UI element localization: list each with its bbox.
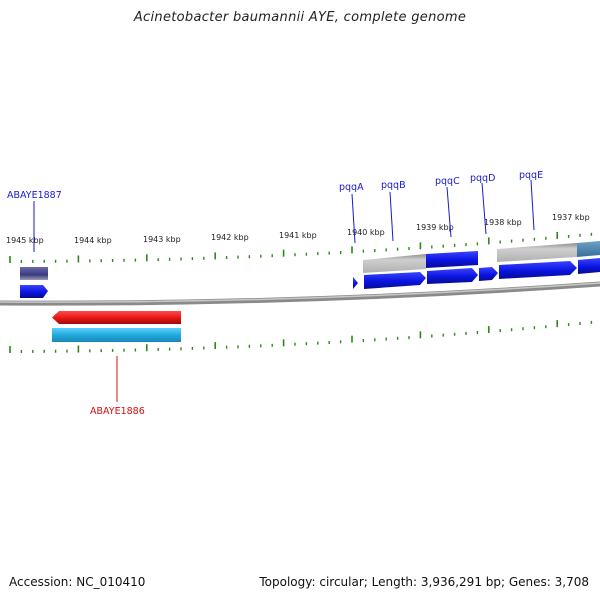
cog-block-abaye1887[interactable]: [20, 267, 48, 280]
tick-label-1941: 1941 kbp: [279, 231, 317, 240]
tick-label-1942: 1942 kbp: [211, 233, 249, 242]
tick-label-1937: 1937 kbp: [552, 213, 590, 222]
gene-next-forward[interactable]: [578, 258, 600, 274]
cog-block-pqqc[interactable]: [426, 251, 478, 268]
reverse-gene-track: [52, 311, 181, 324]
gene-pqqe[interactable]: [499, 261, 577, 279]
leader-pqqa: [351, 193, 356, 244]
map-title: Acinetobacter baumannii AYE, complete ge…: [133, 10, 467, 25]
gene-abaye1886[interactable]: [52, 311, 181, 324]
gene-pqqb[interactable]: [364, 272, 426, 289]
tick-label-1944: 1944 kbp: [74, 236, 112, 245]
genome-backbone: [0, 281, 600, 306]
label-pqqa[interactable]: pqqA: [339, 182, 364, 193]
reverse-cog-track: [52, 328, 181, 342]
genome-summary-text: Topology: circular; Length: 3,936,291 bp…: [259, 575, 589, 589]
leader-pqqb: [389, 191, 394, 242]
gene-pqqd[interactable]: [479, 267, 498, 281]
inner-tick-ring: [9, 320, 593, 353]
accession-text: Accession: NC_010410: [9, 575, 146, 589]
leader-pqqe: [530, 179, 535, 231]
genome-backbone-highlight: [0, 282, 600, 303]
label-abaye1887[interactable]: ABAYE1887: [7, 190, 62, 201]
label-abaye1886[interactable]: ABAYE1886: [90, 406, 145, 417]
label-pqqc[interactable]: pqqC: [435, 176, 460, 187]
tick-labels: 1945 kbp 1944 kbp 1943 kbp 1942 kbp 1941…: [6, 213, 590, 245]
forward-gene-track: [20, 258, 600, 298]
tick-label-1939: 1939 kbp: [416, 223, 454, 232]
cog-block-abaye1886[interactable]: [52, 328, 181, 342]
tick-label-1945: 1945 kbp: [6, 236, 44, 245]
label-pqqe[interactable]: pqqE: [519, 170, 543, 181]
gene-pqqa[interactable]: [353, 277, 358, 289]
leader-pqqc: [446, 186, 452, 238]
label-pqqd[interactable]: pqqD: [470, 173, 495, 184]
outer-tick-ring: [9, 231, 593, 263]
tick-label-1943: 1943 kbp: [143, 235, 181, 244]
cog-block-pqqa-b[interactable]: [363, 254, 426, 273]
label-pqqb[interactable]: pqqB: [381, 180, 406, 191]
cog-block-next[interactable]: [577, 241, 600, 257]
gene-label-group: ABAYE1887 pqqA pqqB pqqC pqqD pqqE ABAYE…: [7, 170, 543, 417]
tick-label-1940: 1940 kbp: [347, 228, 385, 237]
cog-block-pqqe[interactable]: [497, 243, 577, 262]
forward-cog-track: [20, 241, 600, 280]
gene-pqqc[interactable]: [427, 268, 478, 284]
tick-label-1938: 1938 kbp: [484, 218, 522, 227]
leader-pqqd: [481, 182, 487, 235]
gene-abaye1887[interactable]: [20, 285, 48, 298]
